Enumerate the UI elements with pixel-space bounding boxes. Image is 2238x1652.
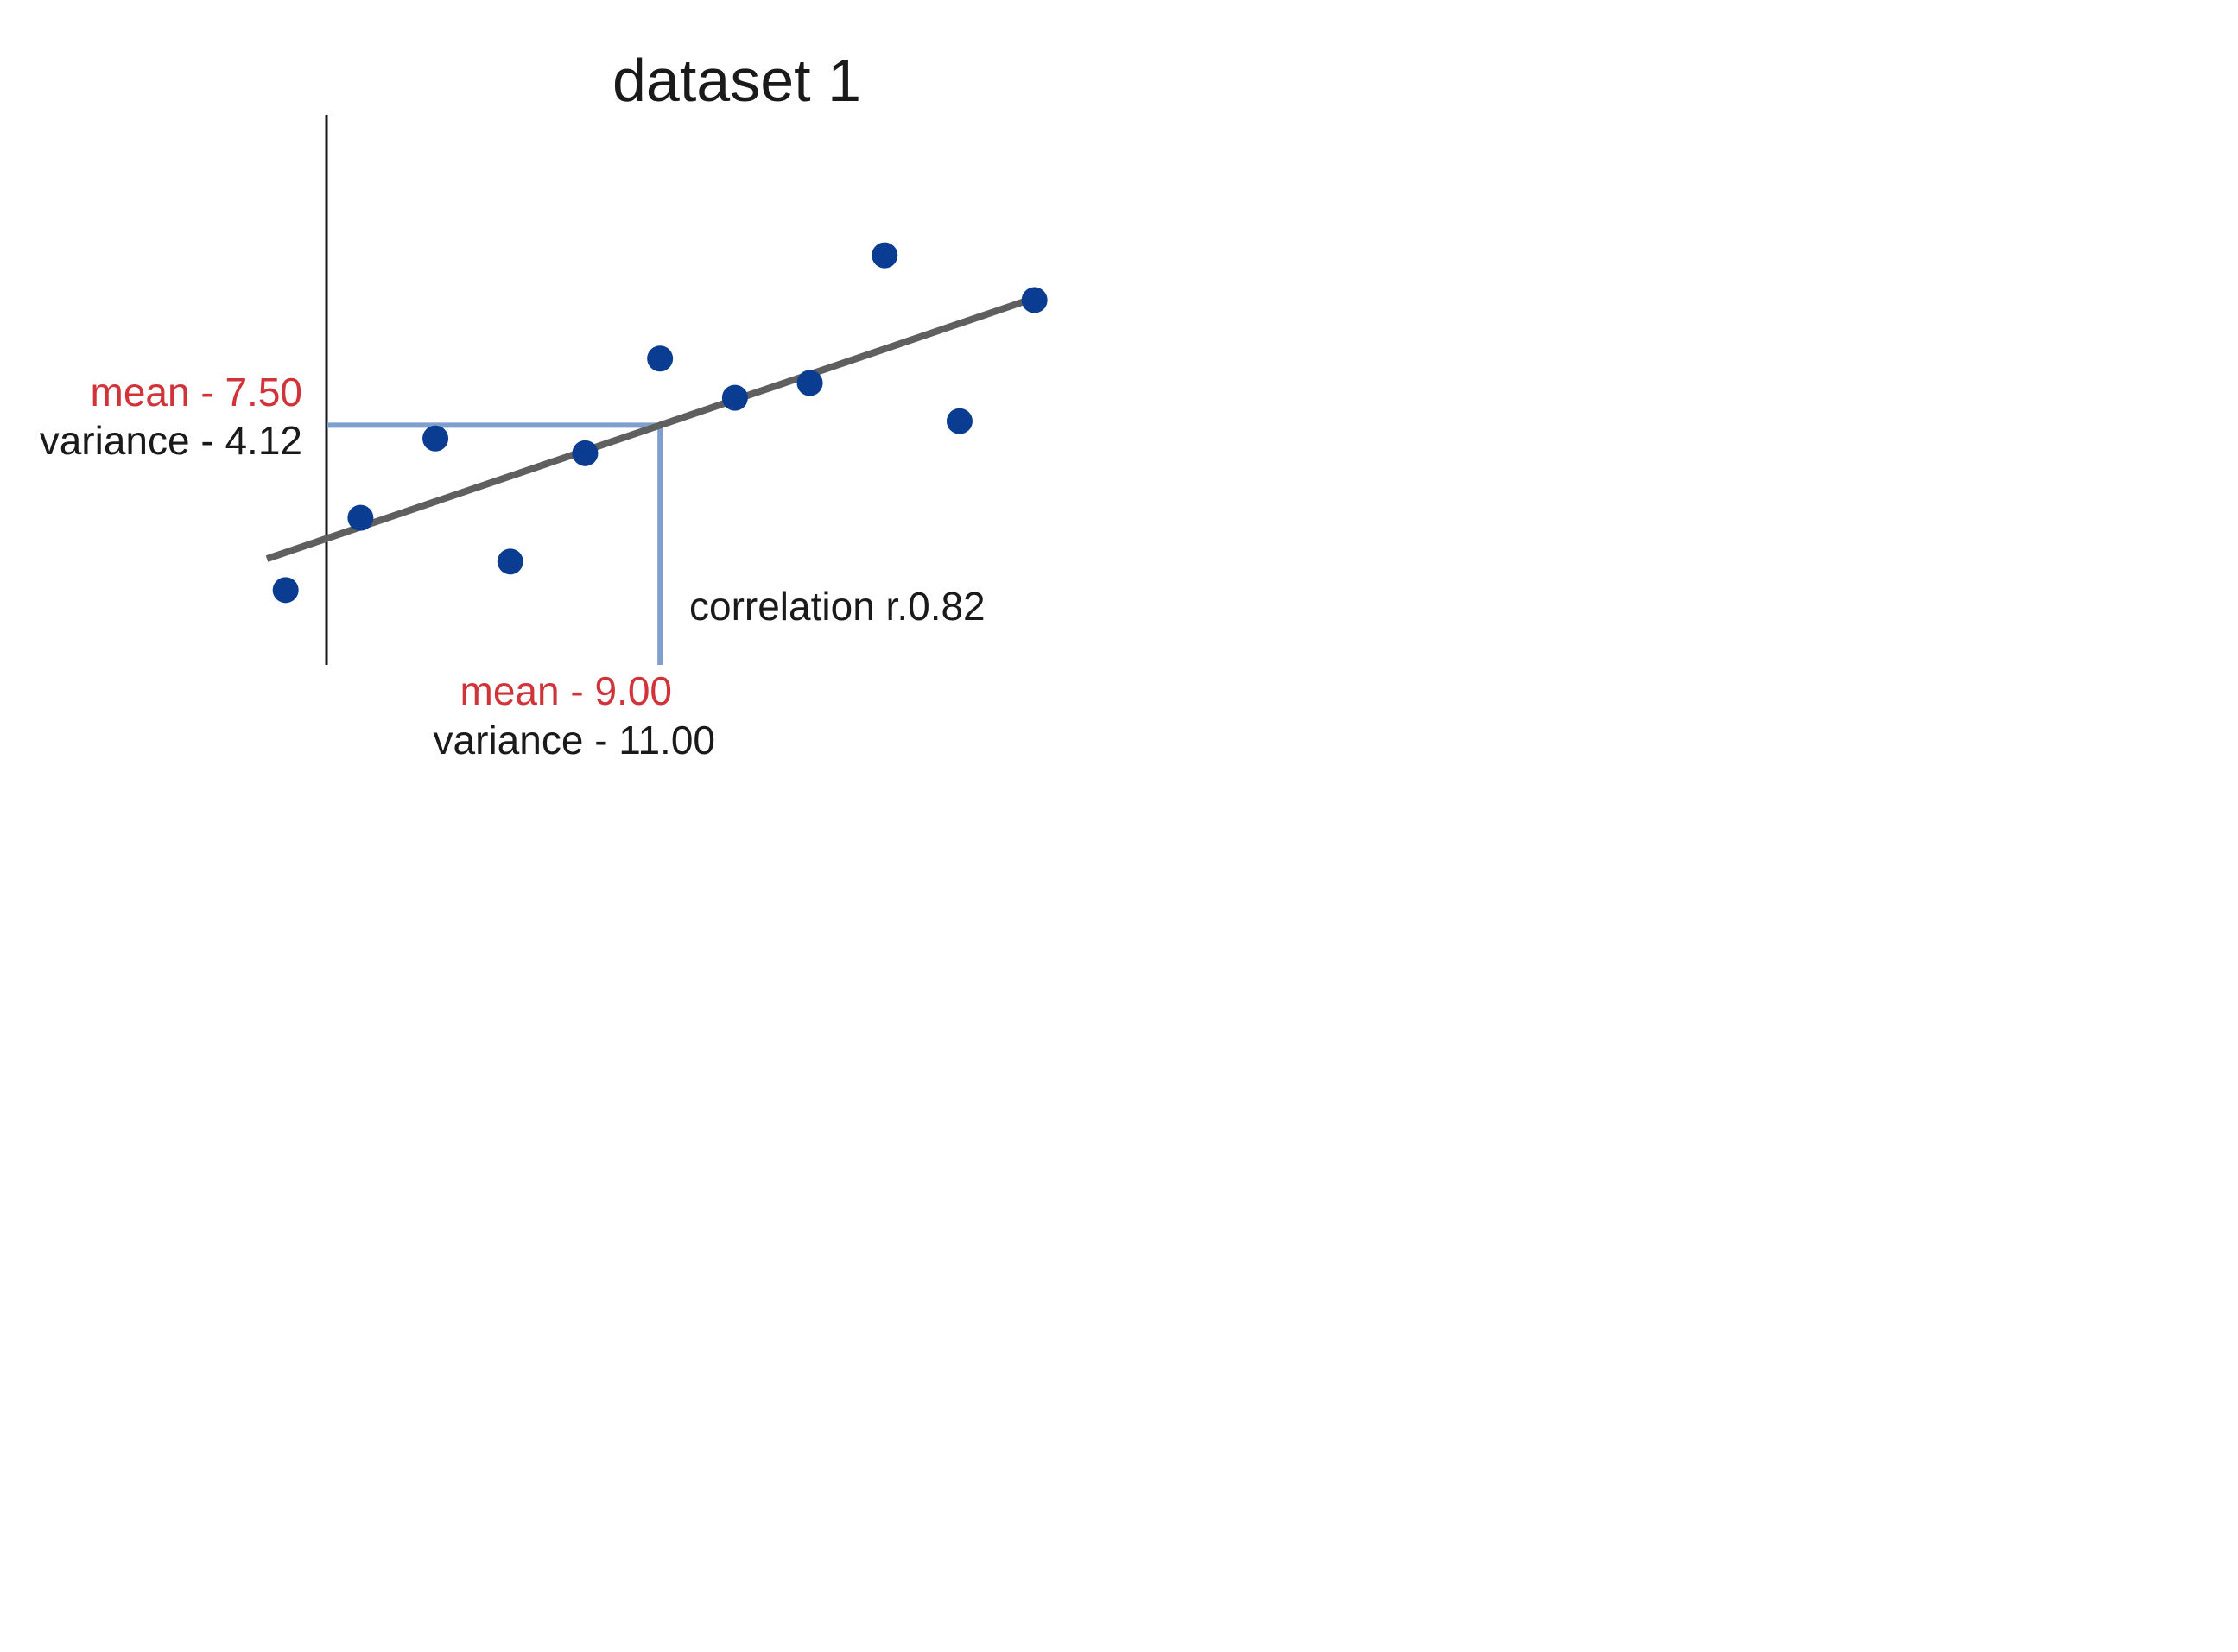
data-points <box>272 242 1048 604</box>
data-point <box>347 504 374 531</box>
data-point <box>721 384 748 411</box>
y-mean-label: mean - 7.50 <box>91 370 302 415</box>
chart-title: dataset 1 <box>612 47 861 114</box>
data-point <box>497 548 523 575</box>
x-variance-label: variance - 11.00 <box>434 718 715 763</box>
x-mean-label: mean - 9.00 <box>460 668 672 713</box>
data-point <box>272 577 299 604</box>
regression-line <box>265 294 1036 562</box>
data-point <box>1021 287 1048 313</box>
data-point <box>572 440 599 466</box>
data-point <box>796 370 823 396</box>
y-variance-label: variance - 4.12 <box>40 418 302 463</box>
data-point <box>422 425 449 452</box>
data-point <box>946 408 973 434</box>
data-point <box>647 345 674 372</box>
correlation-label: correlation r.0.82 <box>689 584 986 629</box>
data-point <box>872 242 898 269</box>
